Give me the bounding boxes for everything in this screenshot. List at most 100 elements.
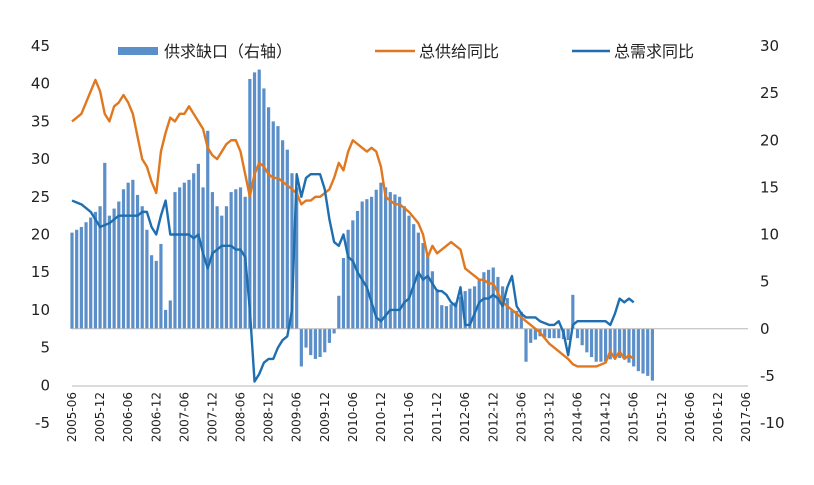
gap-bar [140,206,144,329]
x-tick-label: 2016-12 [711,392,725,442]
gap-bar [529,328,533,343]
left-y-axis: 45 40 35 30 25 20 15 10 5 0 -5 [31,37,50,432]
x-tick-label: 2006-12 [149,392,163,442]
gap-bar [332,328,336,334]
gap-bar [201,187,205,329]
gap-bar [533,328,537,340]
gap-bar [599,328,603,362]
left-tick-label: 10 [31,301,50,319]
x-tick-label: 2005-06 [65,392,79,442]
gap-bar [341,258,346,329]
right-tick-label: 5 [760,273,770,291]
gap-bar [262,88,266,329]
gap-bar [351,220,355,329]
gap-bar [70,232,74,329]
gap-bar [585,328,589,353]
gap-bar [566,328,570,341]
right-tick-label: 20 [760,131,779,149]
right-tick-label: 30 [760,37,779,55]
gap-bar [149,255,154,329]
gap-bar [444,306,449,329]
gap-bar [164,309,168,329]
gap-bar [650,328,654,381]
gap-bar [210,192,215,329]
gap-bar [276,126,280,329]
gap-bar [178,187,182,329]
gap-bar [266,107,271,329]
left-tick-label: 15 [31,263,50,281]
gap-bar [112,208,116,329]
gap-bar [145,229,149,329]
gap-bar [636,328,640,372]
x-axis: 2005-06 2005-12 2006-06 2006-12 2007-06 2007-… [65,392,753,442]
gap-bar [229,192,233,329]
gap-bar [501,286,505,329]
gap-bar [257,69,261,329]
x-tick-label: 2008-12 [262,392,276,442]
gap-bar [173,192,177,329]
gap-bar [426,253,430,329]
gap-bar [472,286,477,329]
legend-swatch-gap [118,47,158,55]
legend: 供求缺口（右轴） 总供给同比 总需求同比 [118,42,694,61]
gap-bar [182,182,186,329]
x-tick-label: 2014-12 [599,392,613,442]
gap-bar [524,328,528,362]
gap-bar [594,328,598,362]
gap-bar [608,328,612,360]
gap-bar [79,226,83,329]
left-tick-label: 45 [31,37,50,55]
legend-label-supply: 总供给同比 [419,42,499,61]
series-line-supply [71,78,635,368]
gap-bar [557,328,561,339]
x-tick-label: 2012-06 [458,392,472,442]
gap-bar [547,328,552,339]
gap-bar [252,72,257,329]
gap-bar [206,130,210,329]
gap-bar [337,295,341,329]
left-tick-label: 5 [40,339,50,357]
gap-bar [346,229,350,329]
x-tick-label: 2010-06 [346,392,360,442]
gap-bar [89,217,93,329]
x-tick-label: 2005-12 [93,392,107,442]
gap-bar [575,328,580,339]
legend-label-demand: 总需求同比 [614,42,694,61]
gap-bar [416,232,420,329]
x-tick-label: 2007-12 [205,392,219,442]
gap-bar [281,140,285,329]
gap-bar [154,260,158,329]
gap-bar [271,121,275,329]
gap-bar [131,179,135,329]
gap-bar [421,242,425,329]
x-tick-label: 2015-06 [627,392,641,442]
x-tick-label: 2009-06 [290,392,304,442]
x-tick-label: 2016-06 [683,392,697,442]
gap-bar [589,328,594,358]
x-tick-label: 2013-12 [542,392,556,442]
gap-bar [318,328,322,358]
gap-bar [295,187,299,329]
gap-bar [618,328,622,358]
x-tick-label: 2009-12 [318,392,332,442]
gap-bar [327,328,332,343]
gap-bar [215,206,219,329]
gap-bar [440,305,444,329]
gap-bar [435,289,439,329]
gap-bar [519,311,523,329]
gap-bar [510,309,514,329]
x-tick-label: 2006-06 [121,392,135,442]
gap-bar [126,182,130,329]
gap-bar [374,189,378,329]
gap-bar [412,224,416,329]
gap-bar [285,149,289,329]
x-tick-label: 2012-12 [486,392,500,442]
gap-bar [135,194,140,329]
gap-bar [402,206,406,329]
gap-bar [220,215,224,329]
right-tick-label: -5 [760,367,775,385]
gap-bar [543,328,547,338]
gap-bar [515,310,519,329]
x-tick-label: 2014-06 [571,392,585,442]
series-line-demand [71,172,635,383]
